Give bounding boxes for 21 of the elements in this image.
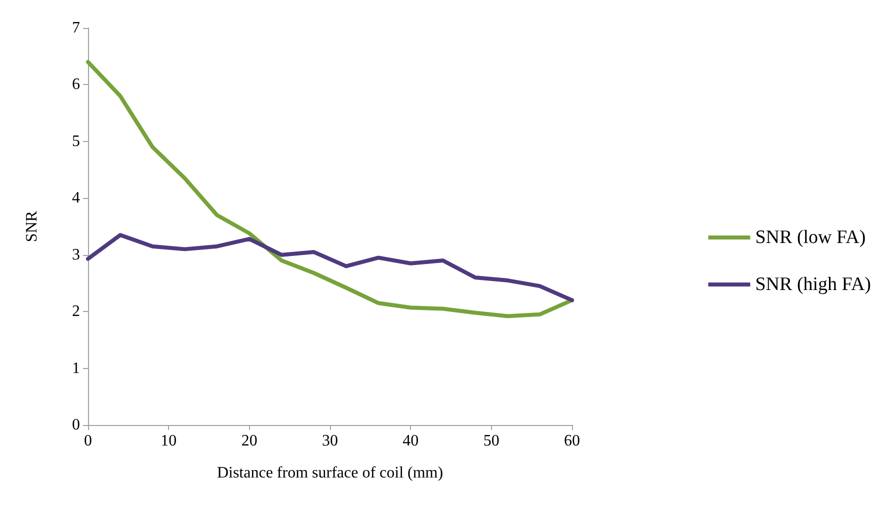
y-tick-label: 0 <box>72 416 80 434</box>
legend-label: SNR (high FA) <box>755 274 872 295</box>
y-tick-label: 2 <box>72 303 80 320</box>
line-series <box>86 233 574 302</box>
x-tick-label: 20 <box>241 432 258 450</box>
y-tick-label: 5 <box>72 132 80 150</box>
x-tick-label: 50 <box>483 432 500 450</box>
y-tick-label: 4 <box>72 190 80 207</box>
x-tick-label: 0 <box>84 432 92 450</box>
y-axis-title: SNR <box>24 210 40 242</box>
line-series <box>86 60 574 318</box>
y-tick-label: 7 <box>72 20 80 36</box>
y-tick-label: 6 <box>72 76 80 94</box>
x-tick-label: 30 <box>322 432 338 450</box>
y-tick-label: 3 <box>72 246 80 264</box>
x-tick-label: 10 <box>160 432 177 450</box>
legend-label: SNR (low FA) <box>755 227 866 248</box>
x-tick-label: 40 <box>402 432 419 450</box>
x-tick-label: 60 <box>564 432 580 450</box>
y-tick-label: 1 <box>72 360 80 377</box>
x-axis-title: Distance from surface of coil (mm) <box>216 464 444 482</box>
